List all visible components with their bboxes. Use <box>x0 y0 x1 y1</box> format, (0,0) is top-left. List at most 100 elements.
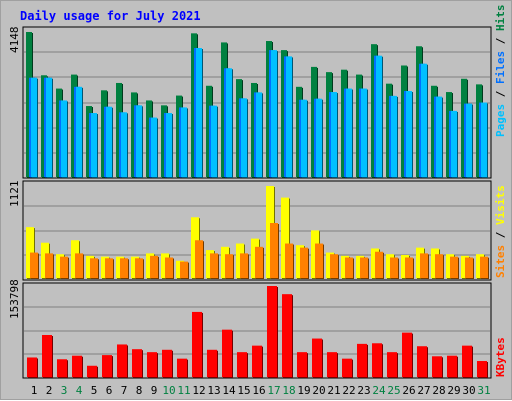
day-label: 13 <box>207 384 220 397</box>
sites-bar <box>120 258 128 278</box>
kbytes-bar <box>417 346 427 377</box>
kbytes-bar <box>477 361 487 377</box>
day-label: 14 <box>222 384 236 397</box>
legend-part: / <box>494 84 507 104</box>
day-label: 5 <box>91 384 98 397</box>
sites-bar <box>330 254 338 278</box>
kbytes-panel: 153798 KBytes <box>8 279 507 379</box>
hits-panel-legend: Pages / Files / Hits <box>494 5 507 138</box>
kbytes-bar <box>207 349 217 377</box>
sites-bar <box>75 253 83 278</box>
pages-bar <box>331 92 337 177</box>
kbytes-bar <box>87 365 97 377</box>
kbytes-bar <box>312 338 322 377</box>
kbytes-bar <box>177 358 187 377</box>
pages-bar <box>121 112 127 177</box>
pages-bar <box>286 56 292 177</box>
pages-bar <box>181 107 187 177</box>
kbytes-bar <box>327 352 337 377</box>
pages-bar <box>166 113 172 177</box>
pages-bar <box>91 113 97 177</box>
sites-bar <box>345 257 353 278</box>
kbytes-bar <box>432 356 442 377</box>
kbytes-panel-legend: KBytes <box>494 337 507 377</box>
day-axis-labels: 1 2 3 4 5 6 7 8 9 10 11 12 13 14 15 16 17 18 19 20 21 22 23 24 2… <box>31 384 491 397</box>
legend-part: / <box>494 225 507 245</box>
pages-bar <box>376 55 382 177</box>
visits-bar <box>281 197 289 278</box>
sites-bar <box>105 258 113 278</box>
sites-bar <box>135 258 143 278</box>
kbytes-bar <box>462 345 472 377</box>
day-label: 29 <box>447 384 460 397</box>
pages-bar <box>451 110 457 177</box>
sites-bar <box>240 253 248 278</box>
legend-part: KBytes <box>494 337 507 377</box>
day-label: 17 <box>267 384 280 397</box>
pages-bar <box>31 77 37 177</box>
sites-bar <box>465 257 473 278</box>
legend-part: Sites <box>494 245 507 278</box>
day-label: 24 <box>372 384 386 397</box>
kbytes-bar <box>342 358 352 377</box>
day-label: 8 <box>136 384 143 397</box>
kbytes-bar <box>102 355 112 377</box>
sites-bar <box>270 223 278 278</box>
pages-bar <box>136 105 142 177</box>
pages-bar <box>106 106 112 177</box>
day-label: 26 <box>402 384 415 397</box>
pages-bar <box>391 95 397 177</box>
sites-bar <box>210 253 218 278</box>
kbytes-bar <box>222 329 232 377</box>
kbytes-bar <box>147 352 157 377</box>
pages-bar <box>361 88 367 177</box>
kbytes-bar <box>297 352 307 377</box>
day-label: 15 <box>237 384 250 397</box>
kbytes-bar <box>42 334 52 377</box>
sites-bar <box>165 257 173 278</box>
kbytes-bar <box>57 359 67 377</box>
pages-bar <box>256 92 262 177</box>
sites-bar <box>300 247 308 278</box>
legend-part: Files <box>494 51 507 84</box>
sites-bar <box>30 252 38 278</box>
sites-bar <box>375 251 383 278</box>
pages-bar <box>301 99 307 177</box>
day-label: 16 <box>252 384 265 397</box>
sites-bar <box>60 256 68 278</box>
sites-bar <box>255 246 263 278</box>
pages-bar <box>241 98 247 177</box>
visits-panel-max-label: 1121 <box>8 181 21 208</box>
pages-bar <box>271 50 277 177</box>
kbytes-bar <box>162 349 172 377</box>
kbytes-bar <box>387 352 397 377</box>
day-label: 9 <box>151 384 158 397</box>
pages-bar <box>346 88 352 177</box>
sites-bar <box>90 258 98 278</box>
hits-panel-max-label: 4148 <box>8 27 21 54</box>
day-label: 1 <box>31 384 38 397</box>
day-label: 31 <box>477 384 490 397</box>
sites-bar <box>150 255 158 278</box>
day-label: 6 <box>106 384 113 397</box>
day-label: 18 <box>282 384 295 397</box>
kbytes-bar <box>252 345 262 377</box>
day-label: 10 <box>162 384 175 397</box>
day-label: 2 <box>46 384 53 397</box>
day-label: 27 <box>417 384 430 397</box>
sites-bar <box>180 261 188 278</box>
sites-bar <box>390 257 398 278</box>
pages-bar <box>481 102 487 177</box>
day-label: 28 <box>432 384 445 397</box>
hits-panel: 4148 Pages / Files / Hits <box>8 5 507 179</box>
day-label: 30 <box>462 384 475 397</box>
pages-bar <box>211 105 217 177</box>
legend-part: Visits <box>494 185 507 225</box>
pages-bar <box>226 68 232 177</box>
kbytes-panel-max-label: 153798 <box>8 279 21 319</box>
kbytes-bar <box>267 286 277 377</box>
visits-panel-legend: Sites / Visits <box>494 185 507 278</box>
pages-bar <box>436 96 442 177</box>
